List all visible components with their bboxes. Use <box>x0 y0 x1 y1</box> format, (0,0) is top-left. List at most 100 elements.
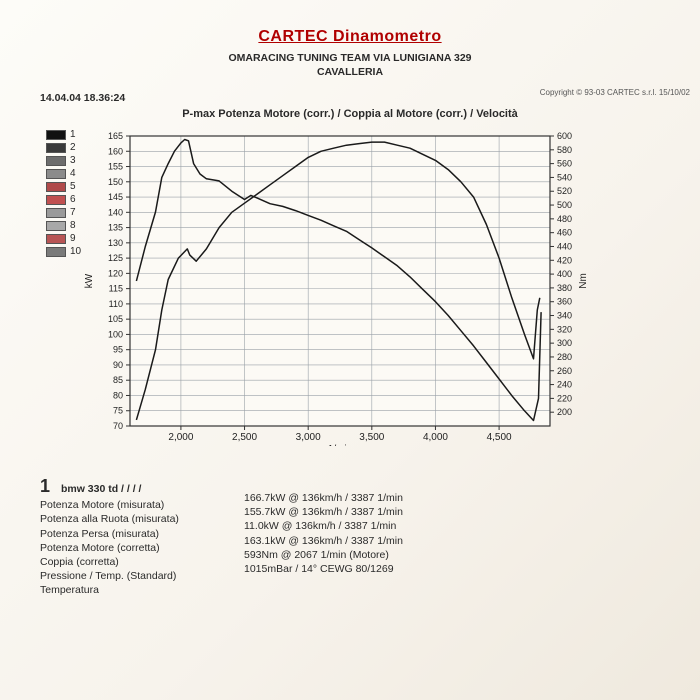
chart-title: P-max Potenza Motore (corr.) / Coppia al… <box>40 108 660 120</box>
result-value: 163.1kW @ 136km/h / 3387 1/min <box>244 534 403 548</box>
svg-text:4,000: 4,000 <box>423 432 448 443</box>
result-label: Pressione / Temp. (Standard) <box>40 569 220 583</box>
svg-text:135: 135 <box>108 223 123 233</box>
legend-item: 5 <box>46 180 81 193</box>
svg-text:155: 155 <box>108 162 123 172</box>
svg-text:110: 110 <box>109 299 123 309</box>
legend-number: 2 <box>70 142 76 153</box>
svg-text:240: 240 <box>557 380 572 390</box>
svg-text:2,000: 2,000 <box>168 432 193 443</box>
svg-text:320: 320 <box>557 324 572 334</box>
copyright: Copyright © 93-03 CARTEC s.r.l. 15/10/02 <box>540 88 690 97</box>
legend-item: 1 <box>46 128 81 141</box>
result-values: 166.7kW @ 136km/h / 3387 1/min155.7kW @ … <box>244 474 403 598</box>
report-subtitle-2: CAVALLERIA <box>40 66 660 78</box>
result-value: 593Nm @ 2067 1/min (Motore) <box>244 548 403 562</box>
svg-text:600: 600 <box>557 131 572 141</box>
legend-number: 5 <box>70 181 76 192</box>
svg-text:200: 200 <box>557 407 572 417</box>
svg-text:400: 400 <box>557 269 572 279</box>
result-labels: Potenza Motore (misurata)Potenza alla Ru… <box>40 498 220 597</box>
legend-item: 2 <box>46 141 81 154</box>
svg-text:150: 150 <box>108 177 123 187</box>
result-value: 1015mBar / 14° CEWG 80/1269 <box>244 562 403 576</box>
svg-text:165: 165 <box>108 131 123 141</box>
header: CARTEC Dinamometro OMARACING TUNING TEAM… <box>40 28 660 78</box>
chart-area: 12345678910 7075808590951001051101151201… <box>40 126 660 466</box>
result-label: Coppia (corretta) <box>40 555 220 569</box>
legend-swatch <box>46 143 66 153</box>
svg-text:130: 130 <box>108 238 123 248</box>
svg-text:3,000: 3,000 <box>296 432 321 443</box>
svg-text:540: 540 <box>557 172 572 182</box>
svg-text:480: 480 <box>557 214 572 224</box>
svg-text:95: 95 <box>113 345 123 355</box>
svg-text:280: 280 <box>557 352 572 362</box>
legend-item: 6 <box>46 193 81 206</box>
svg-text:420: 420 <box>557 255 572 265</box>
svg-text:220: 220 <box>557 393 572 403</box>
legend-number: 6 <box>70 194 76 205</box>
svg-text:340: 340 <box>557 311 572 321</box>
svg-text:125: 125 <box>108 253 123 263</box>
report-title: CARTEC Dinamometro <box>40 28 660 46</box>
svg-text:80: 80 <box>113 390 123 400</box>
legend-item: 3 <box>46 154 81 167</box>
legend-item: 10 <box>46 245 81 258</box>
svg-text:90: 90 <box>113 360 123 370</box>
svg-text:4,500: 4,500 <box>487 432 512 443</box>
legend-number: 4 <box>70 168 76 179</box>
legend-number: 9 <box>70 233 76 244</box>
svg-text:460: 460 <box>557 228 572 238</box>
run-index: 1 <box>40 476 50 496</box>
svg-text:115: 115 <box>109 284 123 294</box>
svg-text:300: 300 <box>557 338 572 348</box>
legend-swatch <box>46 156 66 166</box>
legend-number: 3 <box>70 155 76 166</box>
result-value: 166.7kW @ 136km/h / 3387 1/min <box>244 491 403 505</box>
dyno-chart: 7075808590951001051101151201251301351401… <box>40 126 600 446</box>
svg-text:360: 360 <box>557 297 572 307</box>
legend-item: 8 <box>46 219 81 232</box>
legend-item: 7 <box>46 206 81 219</box>
legend-swatch <box>46 221 66 231</box>
result-label: Temperatura <box>40 583 220 597</box>
result-label: Potenza Persa (misurata) <box>40 527 220 541</box>
legend-swatch <box>46 208 66 218</box>
svg-text:70: 70 <box>113 421 123 431</box>
legend-swatch <box>46 195 66 205</box>
legend-number: 7 <box>70 207 76 218</box>
svg-text:520: 520 <box>557 186 572 196</box>
svg-text:145: 145 <box>108 192 123 202</box>
legend-number: 10 <box>70 246 81 257</box>
svg-text:140: 140 <box>108 207 123 217</box>
svg-text:Nm: Nm <box>578 273 589 289</box>
svg-text:500: 500 <box>557 200 572 210</box>
report-subtitle-1: OMARACING TUNING TEAM VIA LUNIGIANA 329 <box>40 52 660 64</box>
legend-number: 8 <box>70 220 76 231</box>
svg-text:85: 85 <box>113 375 123 385</box>
results-block: 1 bmw 330 td / / / / Potenza Motore (mis… <box>40 474 660 598</box>
dyno-report: Copyright © 93-03 CARTEC s.r.l. 15/10/02… <box>0 0 700 700</box>
svg-text:kW: kW <box>84 273 95 288</box>
svg-text:105: 105 <box>108 314 123 324</box>
svg-text:380: 380 <box>557 283 572 293</box>
svg-text:440: 440 <box>557 241 572 251</box>
result-value: 11.0kW @ 136km/h / 3387 1/min <box>244 519 403 533</box>
result-value: 155.7kW @ 136km/h / 3387 1/min <box>244 505 403 519</box>
svg-text:1/min: 1/min <box>328 444 352 446</box>
svg-text:160: 160 <box>108 146 123 156</box>
legend-swatch <box>46 234 66 244</box>
legend-swatch <box>46 169 66 179</box>
svg-text:120: 120 <box>108 268 123 278</box>
legend-item: 4 <box>46 167 81 180</box>
result-label: Potenza alla Ruota (misurata) <box>40 512 220 526</box>
legend-swatch <box>46 247 66 257</box>
legend-swatch <box>46 130 66 140</box>
svg-text:560: 560 <box>557 159 572 169</box>
svg-text:3,500: 3,500 <box>359 432 384 443</box>
series-legend: 12 3 4 5 6 7 8 9 10 <box>46 128 81 258</box>
result-label: Potenza Motore (misurata) <box>40 498 220 512</box>
svg-text:2,500: 2,500 <box>232 432 257 443</box>
vehicle-name: bmw 330 td / / / / <box>61 483 142 495</box>
